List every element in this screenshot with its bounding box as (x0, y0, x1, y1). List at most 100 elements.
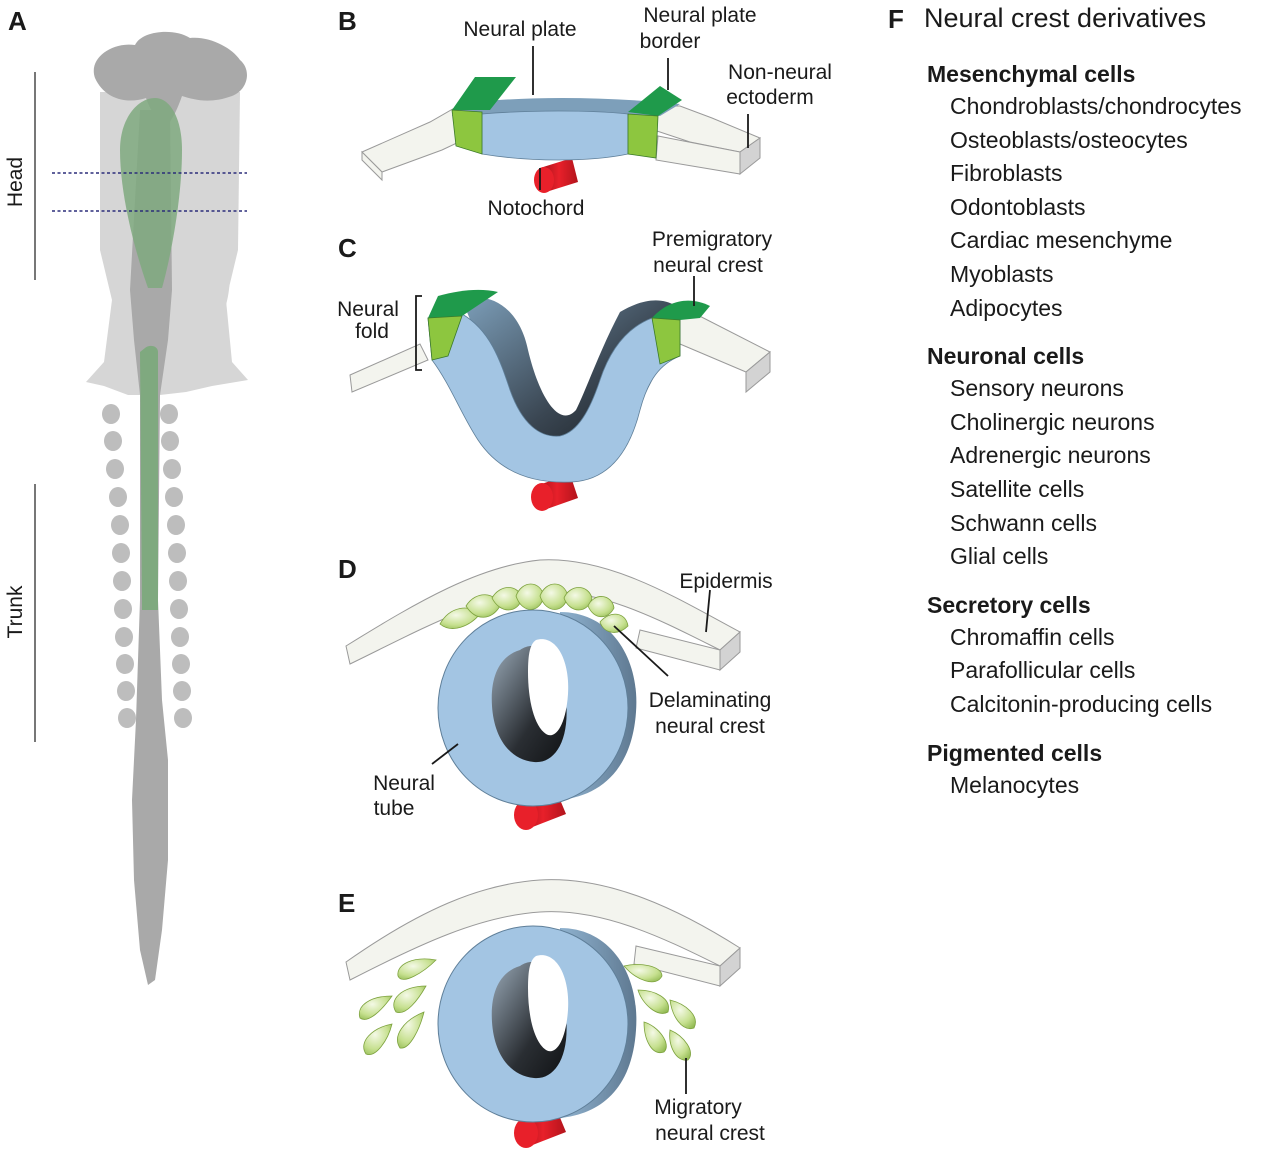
derivative-list: Chromaffin cells Parafollicular cells Calc… (927, 621, 1280, 722)
derivative-item: Melanocytes (950, 771, 1080, 798)
somite (170, 599, 188, 619)
b-ectoderm-front (361, 150, 383, 182)
somite (172, 654, 190, 674)
derivatives-groups: Mesenchymal cells Chondroblasts/chondrocy… (927, 58, 1280, 817)
crest-cell (587, 596, 615, 618)
e-tube-lumen-opening (528, 955, 569, 1052)
c-fold-front (427, 313, 681, 483)
e-migratory-label-line2: neural crest (655, 1122, 765, 1145)
somite (111, 515, 129, 535)
crest-cell (637, 989, 669, 1014)
b-nonneural-label-line1: Non-neural (728, 61, 832, 84)
somite (169, 571, 187, 591)
derivative-item: Chromaffin cells (950, 623, 1115, 650)
somite (167, 515, 185, 535)
derivative-group-title: Secretory cells (927, 591, 1091, 618)
d-epidermis-front-right (635, 629, 721, 671)
b-neural-plate-top (452, 98, 680, 116)
derivative-item: Parafollicular cells (950, 657, 1136, 684)
crest-cell (358, 995, 393, 1020)
derivative-item: Schwann cells (950, 509, 1098, 536)
somite (118, 708, 136, 728)
somite (115, 627, 133, 647)
derivative-group-title: Pigmented cells (927, 739, 1103, 766)
derivative-group-title: Mesenchymal cells (927, 61, 1136, 87)
c-crest-right-front (651, 317, 681, 365)
b-notochord-end (534, 167, 554, 193)
derivative-item: Cardiac mesenchyme (950, 227, 1173, 254)
c-crest-left-top (428, 289, 498, 318)
somite (165, 487, 183, 507)
somite (104, 431, 122, 451)
e-migratory-label-line1: Migratory (654, 1096, 742, 1119)
c-neural-fold-bracket (415, 295, 422, 371)
b-notochord-label: Notochord (488, 197, 585, 220)
crest-cell (397, 958, 437, 980)
crest-cell (393, 985, 427, 1014)
somite (163, 459, 181, 479)
derivative-group: Pigmented cells Melanocytes (927, 737, 1280, 803)
derivative-group: Neuronal cells Sensory neurons Cholinergic… (927, 340, 1280, 574)
somite (171, 627, 189, 647)
derivative-item: Cholinergic neurons (950, 408, 1155, 435)
derivative-item: Fibroblasts (950, 160, 1063, 187)
panel-d-letter: D (338, 554, 357, 584)
embryo-green-trunk-crest (140, 345, 158, 610)
somite (174, 708, 192, 728)
somites (102, 404, 192, 728)
b-border-right-top (628, 86, 682, 116)
embryo-green-neural-plate (120, 98, 182, 288)
c-crest-right-top (652, 300, 710, 320)
embryo-head-cap (93, 31, 247, 128)
somite (116, 654, 134, 674)
d-epidermis-leader (705, 589, 711, 633)
panel-e-letter: E (338, 888, 355, 918)
c-fold-label-line2: fold (355, 320, 389, 343)
derivative-item: Osteoblasts/osteocytes (950, 126, 1188, 153)
panel-b: B Neural plate Neural plate border Non-n… (338, 4, 832, 220)
derivative-list: Chondroblasts/chondrocytes Osteoblasts/os… (927, 90, 1280, 325)
somite (114, 599, 132, 619)
derivative-list: Melanocytes (927, 769, 1280, 803)
derivative-item: Glial cells (950, 543, 1049, 570)
embryo-fin (196, 262, 230, 352)
somite (160, 404, 178, 424)
derivative-group-title: Neuronal cells (927, 343, 1085, 370)
derivative-item: Adrenergic neurons (950, 442, 1151, 469)
somite (102, 404, 120, 424)
e-crest-cells-left (358, 958, 437, 1055)
c-fold-label-line1: Neural (337, 298, 399, 321)
derivative-group: Secretory cells Chromaffin cells Parafolli… (927, 589, 1280, 722)
panel-c: C Premigratory neural crest Neural fold (337, 228, 773, 511)
e-epidermis-front-right (633, 945, 721, 987)
d-notochord-end (514, 800, 538, 830)
somite (106, 459, 124, 479)
derivative-group: Mesenchymal cells Chondroblasts/chondrocy… (927, 58, 1280, 325)
derivative-item: Satellite cells (950, 475, 1085, 502)
d-crest-cells (439, 583, 629, 633)
e-crest-cells-right (623, 964, 696, 1061)
somite (109, 487, 127, 507)
derivative-item: Myoblasts (950, 260, 1054, 287)
crest-cell (669, 999, 696, 1029)
b-border-label-line1: Neural plate (643, 4, 756, 27)
c-premigratory-label-line1: Premigratory (652, 228, 773, 251)
b-border-label-line2: border (640, 30, 701, 53)
d-neural-tube-leader (431, 743, 459, 765)
c-ectoderm-right-end (745, 350, 771, 394)
panel-f-derivatives: F Neural crest derivatives Mesenchymal c… (886, 0, 1280, 860)
crest-cell (643, 1021, 667, 1053)
d-delaminating-label-line2: neural crest (655, 715, 765, 738)
panel-a: A Head Trunk (4, 6, 248, 985)
e-notochord-end (514, 1118, 538, 1148)
panel-d: D Epidermis Delaminating neural (338, 554, 773, 830)
panel-f-letter: F (888, 4, 904, 34)
panel-b-letter: B (338, 6, 357, 36)
crest-cell (599, 613, 629, 633)
somite (117, 681, 135, 701)
trunk-label: Trunk (4, 585, 27, 638)
b-nonneural-label-line2: ectoderm (726, 86, 814, 109)
c-crest-left-front (427, 315, 463, 361)
head-label: Head (4, 157, 27, 207)
